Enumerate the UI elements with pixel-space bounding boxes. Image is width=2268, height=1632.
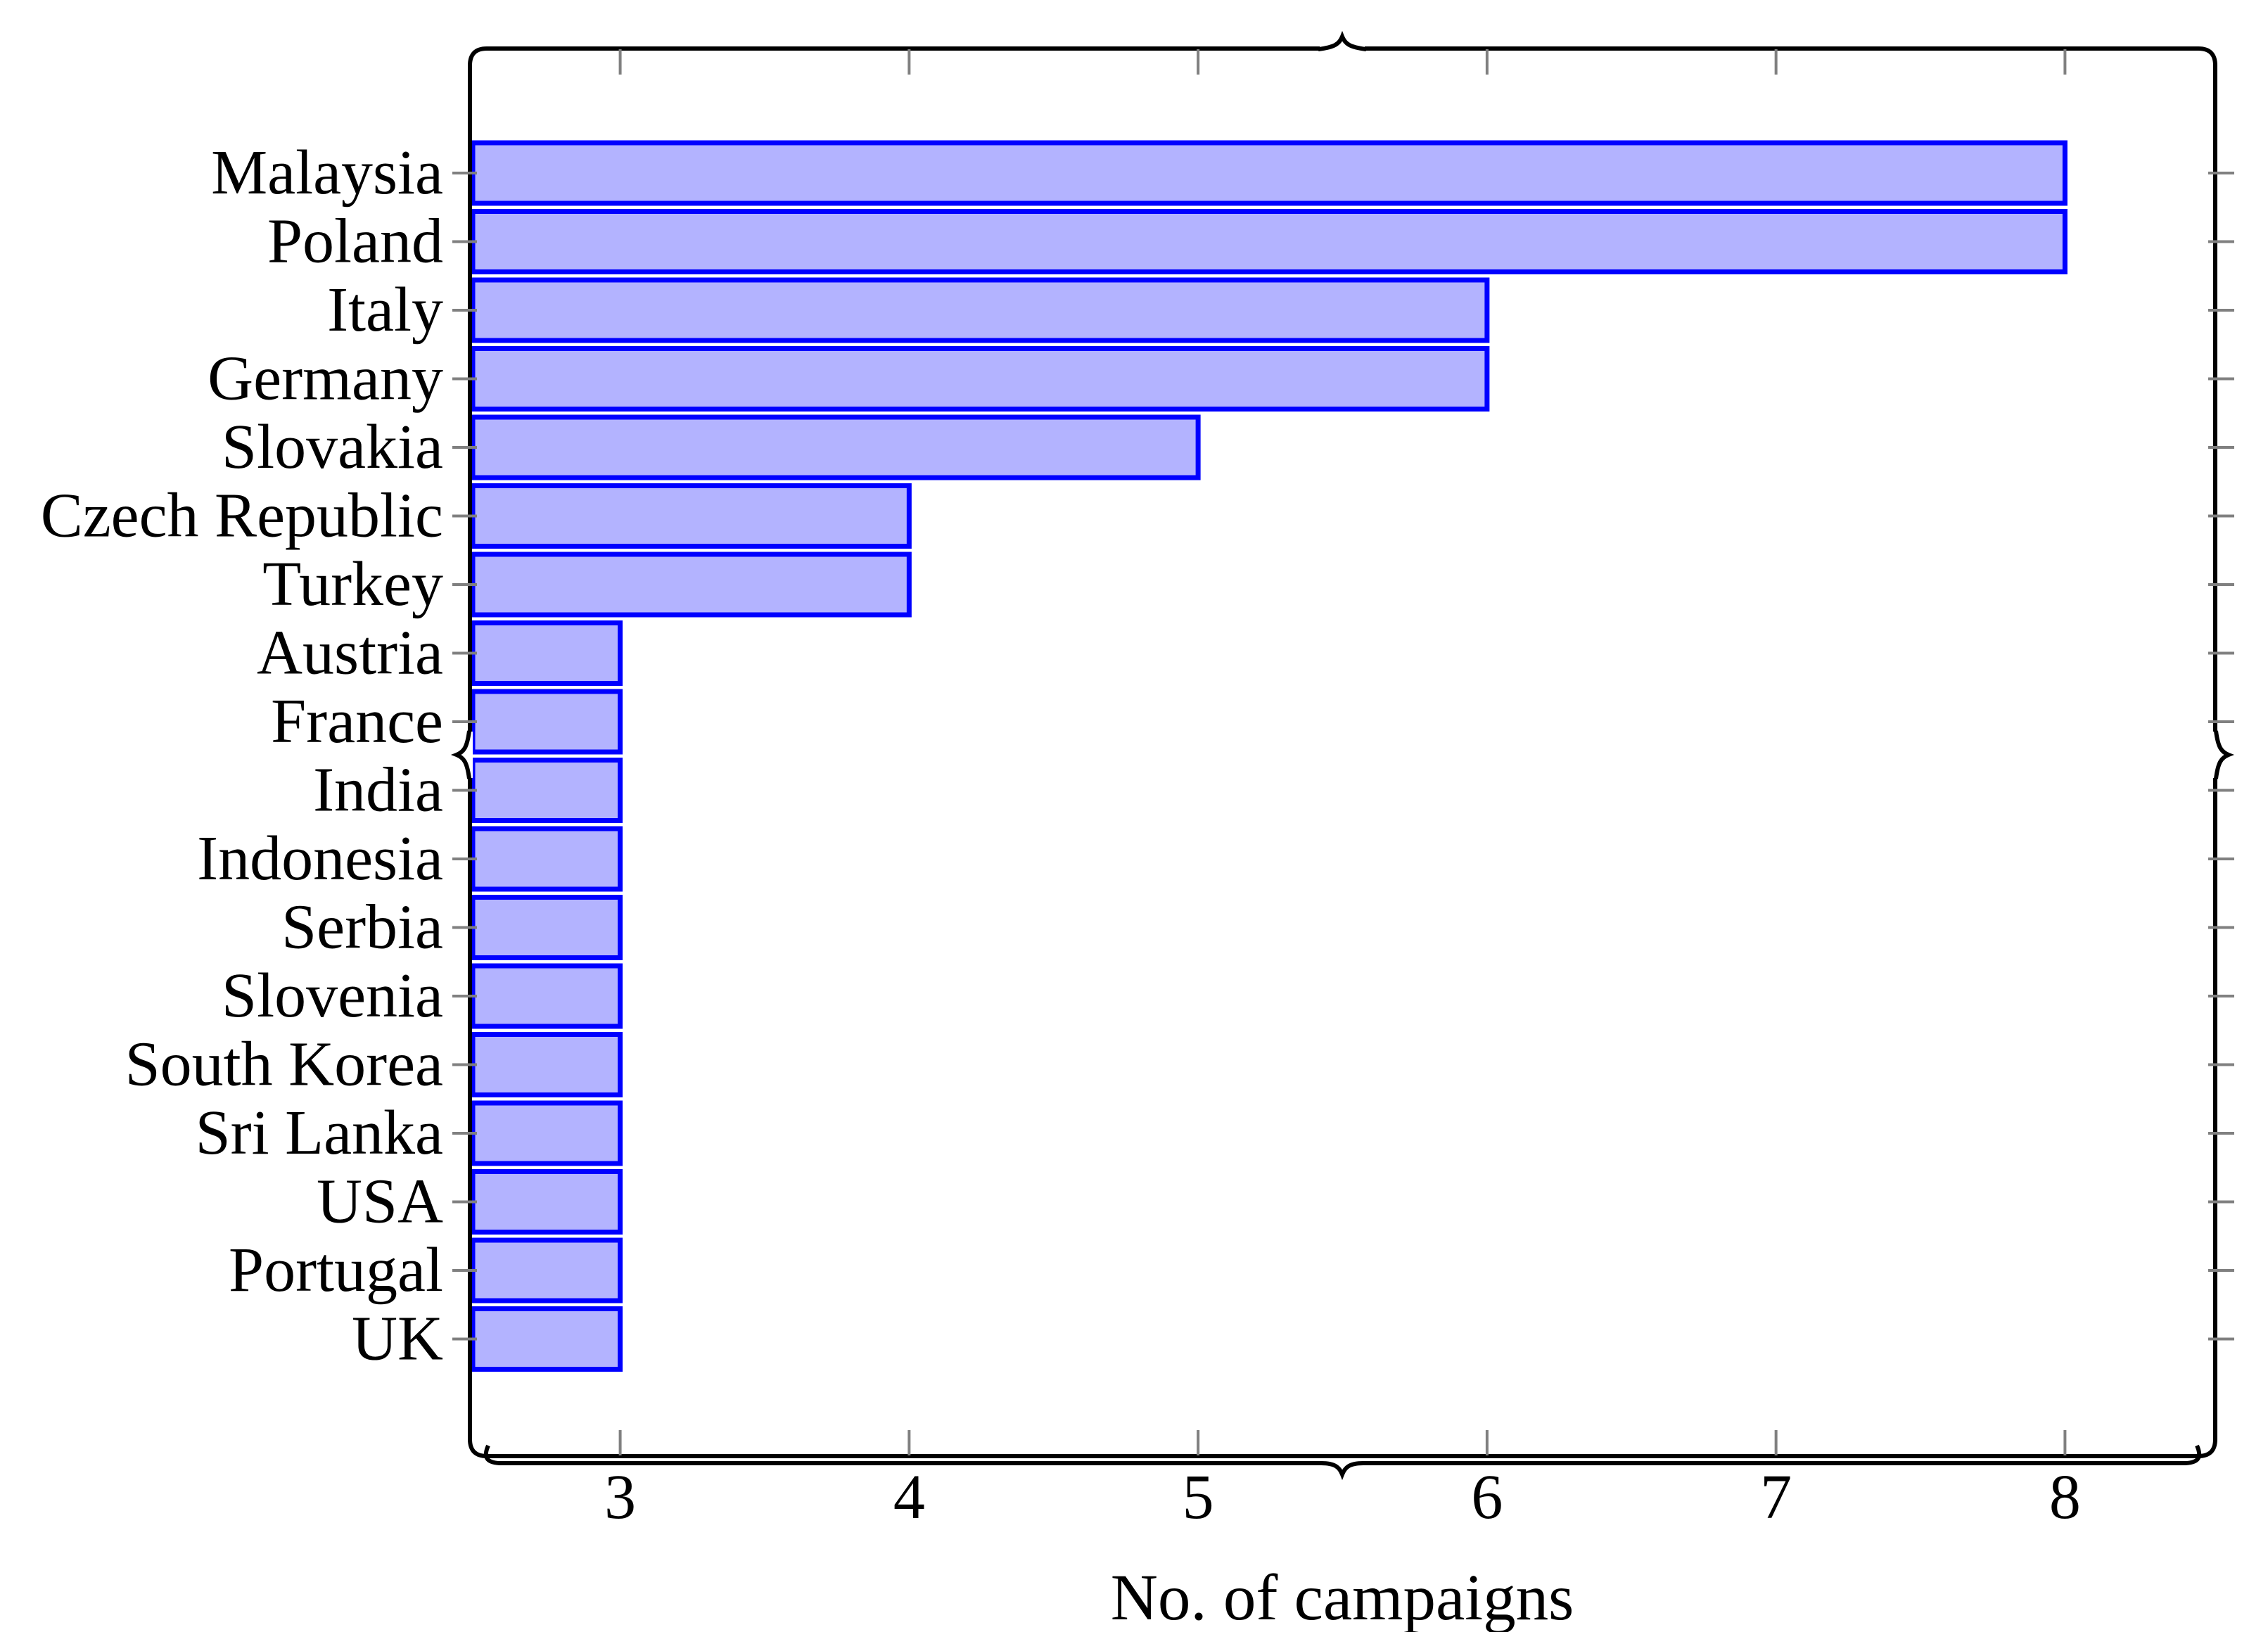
frame-gap xyxy=(2212,732,2218,778)
brace-mark-left xyxy=(450,730,471,779)
brace-mark-bottom xyxy=(483,1444,2202,1481)
tick-marks-layer xyxy=(452,49,2234,1455)
axis-frame xyxy=(450,30,2235,1481)
bar xyxy=(470,620,623,686)
x-tick-label: 5 xyxy=(1183,1462,1214,1532)
bar xyxy=(470,209,2068,274)
x-tick-label: 7 xyxy=(1760,1462,1792,1532)
category-label: Sri Lanka xyxy=(196,1098,443,1168)
labels-layer: MalaysiaPolandItalyGermanySlovakiaCzech … xyxy=(41,138,2081,1532)
bar xyxy=(470,346,1490,412)
bar xyxy=(470,140,2068,206)
category-label: Serbia xyxy=(281,893,443,962)
x-tick-label: 4 xyxy=(893,1462,925,1532)
category-label: Malaysia xyxy=(211,138,443,208)
category-label: Italy xyxy=(327,275,443,345)
category-label: South Korea xyxy=(125,1030,443,1099)
bar xyxy=(470,689,623,755)
bar xyxy=(470,483,912,549)
bar xyxy=(470,414,1201,480)
category-label: USA xyxy=(317,1167,443,1237)
category-label: Poland xyxy=(267,207,443,276)
frame-gap xyxy=(467,732,473,778)
category-label: UK xyxy=(352,1304,443,1374)
category-label: Slovenia xyxy=(222,961,443,1031)
bar xyxy=(470,963,623,1029)
x-tick-label: 6 xyxy=(1471,1462,1503,1532)
bar xyxy=(470,895,623,960)
bar xyxy=(470,1237,623,1303)
frame-gap xyxy=(1320,46,1365,51)
bars-layer xyxy=(470,140,2068,1372)
bar xyxy=(470,277,1490,343)
category-label: Turkey xyxy=(262,549,443,619)
bar xyxy=(470,758,623,823)
category-label: Indonesia xyxy=(197,824,443,893)
x-axis-label: No. of campaigns xyxy=(1111,1562,1574,1632)
category-label: France xyxy=(271,687,443,756)
category-label: Czech Republic xyxy=(41,481,443,551)
category-label: Germany xyxy=(208,344,443,414)
bar xyxy=(470,1032,623,1097)
x-tick-label: 8 xyxy=(2049,1462,2081,1532)
category-label: Slovakia xyxy=(222,412,443,482)
bar xyxy=(470,1100,623,1166)
bar xyxy=(470,1169,623,1235)
category-label: Austria xyxy=(257,618,443,688)
bar xyxy=(470,1306,623,1372)
bar xyxy=(470,552,912,618)
bar xyxy=(470,826,623,892)
x-tick-label: 3 xyxy=(604,1462,636,1532)
category-label: Portugal xyxy=(229,1235,443,1305)
brace-mark-top xyxy=(1318,30,1367,51)
category-label: India xyxy=(313,756,443,825)
brace-mark-right xyxy=(2214,730,2235,779)
